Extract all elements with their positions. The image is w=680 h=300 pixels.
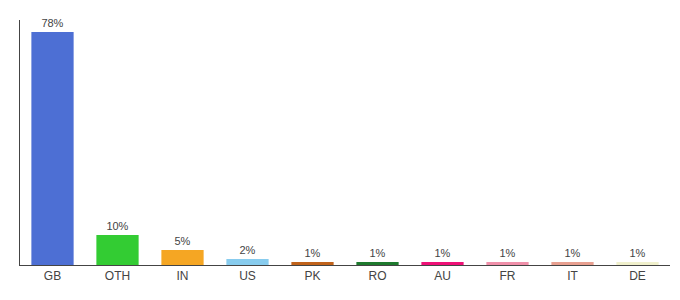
svg-text:1%: 1% bbox=[304, 247, 320, 259]
svg-text:US: US bbox=[239, 269, 256, 283]
svg-text:IT: IT bbox=[567, 269, 578, 283]
svg-text:OTH: OTH bbox=[105, 269, 130, 283]
svg-text:RO: RO bbox=[369, 269, 387, 283]
svg-text:1%: 1% bbox=[434, 247, 450, 259]
svg-text:78%: 78% bbox=[41, 17, 63, 29]
svg-text:1%: 1% bbox=[369, 247, 385, 259]
svg-text:AU: AU bbox=[434, 269, 451, 283]
svg-text:5%: 5% bbox=[174, 235, 190, 247]
svg-text:10%: 10% bbox=[106, 220, 128, 232]
svg-text:1%: 1% bbox=[564, 247, 580, 259]
svg-text:2%: 2% bbox=[239, 244, 255, 256]
svg-text:1%: 1% bbox=[629, 247, 645, 259]
svg-text:GB: GB bbox=[44, 269, 61, 283]
svg-text:1%: 1% bbox=[499, 247, 515, 259]
svg-text:PK: PK bbox=[304, 269, 320, 283]
svg-text:IN: IN bbox=[177, 269, 189, 283]
svg-text:DE: DE bbox=[629, 269, 646, 283]
svg-text:FR: FR bbox=[500, 269, 516, 283]
